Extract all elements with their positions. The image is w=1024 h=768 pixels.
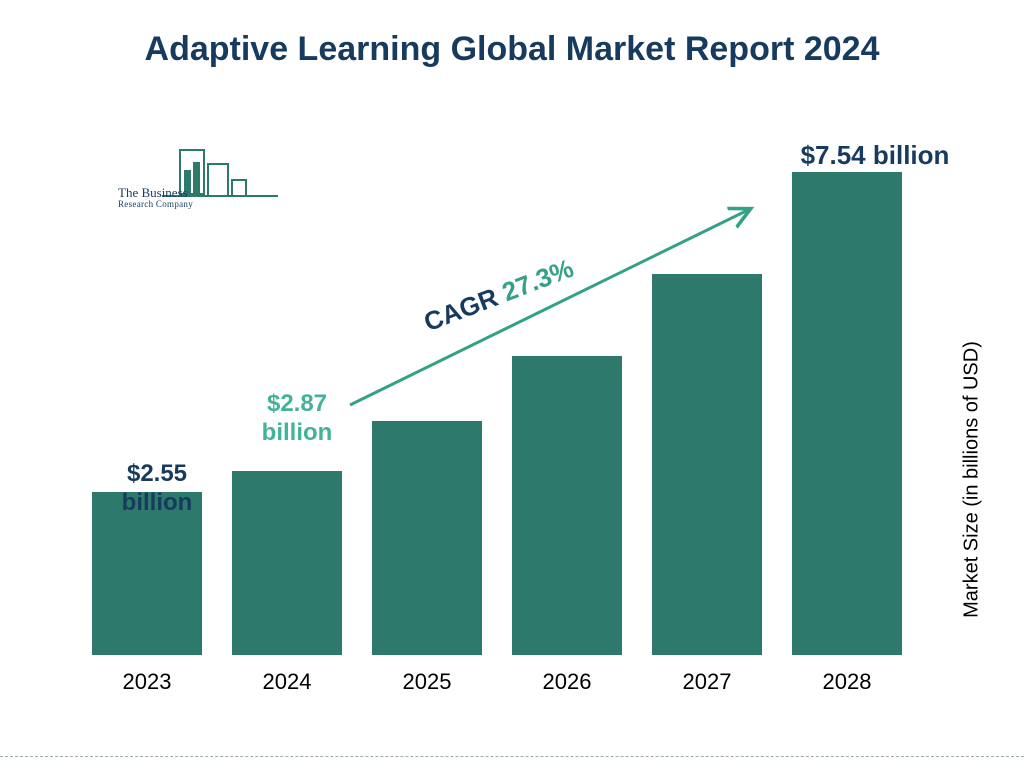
value-annotation-0: $2.55 billion <box>92 460 222 518</box>
y-axis-label: Market Size (in billions of USD) <box>961 320 984 640</box>
value-annotation-2: $7.54 billion <box>780 140 970 171</box>
growth-arrow-icon <box>0 0 1024 768</box>
value-annotation-1: $2.87 billion <box>232 390 362 448</box>
chart-page: Adaptive Learning Global Market Report 2… <box>0 0 1024 768</box>
bottom-divider <box>0 756 1024 757</box>
